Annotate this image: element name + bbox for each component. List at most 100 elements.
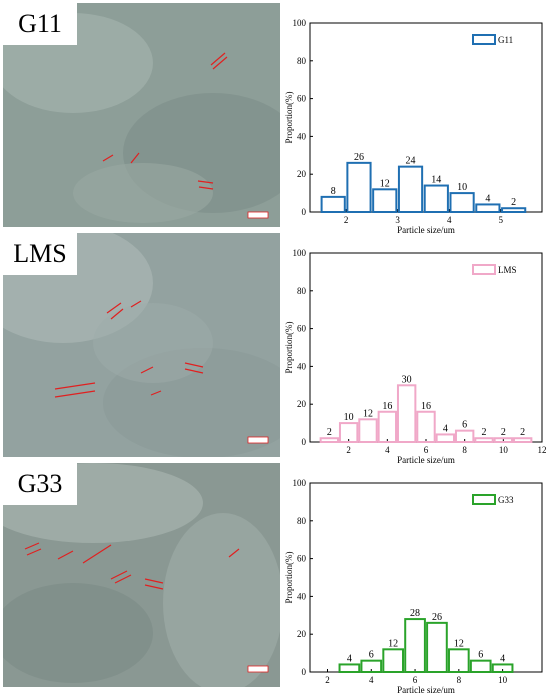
micrograph-image bbox=[3, 3, 280, 227]
bar bbox=[372, 188, 398, 214]
x-tick-label: 8 bbox=[457, 675, 462, 685]
panel-label: LMS bbox=[3, 233, 77, 275]
bar bbox=[447, 648, 470, 674]
micrograph-photo-lms: LMS bbox=[3, 233, 280, 457]
x-tick-label: 10 bbox=[499, 445, 509, 455]
legend-swatch bbox=[472, 264, 496, 275]
bar bbox=[338, 663, 361, 674]
y-tick-label: 60 bbox=[297, 94, 307, 104]
x-tick-label: 4 bbox=[447, 215, 452, 225]
y-axis-label: Proportion(%) bbox=[284, 322, 294, 374]
bar-value-label: 12 bbox=[363, 408, 373, 419]
bar-value-label: 6 bbox=[462, 420, 467, 431]
x-tick-label: 2 bbox=[325, 675, 330, 685]
y-tick-label: 60 bbox=[297, 554, 307, 564]
y-tick-label: 0 bbox=[302, 437, 307, 447]
x-tick-label: 10 bbox=[498, 675, 508, 685]
x-tick-label: 5 bbox=[499, 215, 504, 225]
bar bbox=[338, 422, 359, 444]
y-tick-label: 40 bbox=[297, 591, 307, 601]
panel-label: G33 bbox=[3, 463, 77, 505]
bar-value-label: 24 bbox=[406, 156, 416, 167]
bar-value-label: 12 bbox=[388, 638, 398, 649]
y-tick-label: 40 bbox=[297, 361, 307, 371]
bar-value-label: 8 bbox=[331, 186, 336, 197]
bar-value-label: 16 bbox=[421, 401, 431, 412]
y-axis-label: Proportion(%) bbox=[284, 552, 294, 604]
bar bbox=[346, 161, 372, 213]
x-tick-label: 8 bbox=[462, 445, 467, 455]
bar bbox=[377, 410, 398, 443]
particle-markers bbox=[24, 542, 240, 590]
bar bbox=[454, 429, 475, 444]
bar-value-label: 4 bbox=[443, 423, 448, 434]
bar-value-label: 2 bbox=[511, 197, 516, 208]
bar-value-label: 28 bbox=[410, 608, 420, 619]
x-tick-label: 2 bbox=[346, 445, 351, 455]
bar bbox=[501, 207, 527, 214]
scale-bar bbox=[247, 436, 269, 444]
y-tick-label: 20 bbox=[297, 169, 307, 179]
bar bbox=[435, 433, 456, 444]
y-tick-label: 80 bbox=[297, 286, 307, 296]
bar bbox=[416, 410, 436, 443]
bar-value-label: 10 bbox=[344, 412, 354, 423]
bar-value-label: 26 bbox=[354, 152, 364, 163]
micrograph-photo-g33: G33 bbox=[3, 463, 280, 687]
y-tick-label: 60 bbox=[297, 324, 307, 334]
x-tick-label: 4 bbox=[369, 675, 374, 685]
bar bbox=[426, 621, 448, 673]
y-tick-label: 80 bbox=[297, 516, 307, 526]
bar-value-label: 30 bbox=[402, 374, 412, 385]
x-tick-label: 4 bbox=[385, 445, 390, 455]
histogram-g33: 0 20 40 60 80 100 2 4 6 8 10 Particle size/um Propor… bbox=[282, 463, 550, 693]
bar-value-label: 14 bbox=[431, 175, 441, 186]
bar-value-label: 4 bbox=[347, 653, 352, 664]
bar bbox=[360, 659, 383, 674]
bar bbox=[475, 203, 501, 214]
bar-value-label: 12 bbox=[380, 178, 390, 189]
histogram-g11: 0 20 40 60 80 100 2 3 4 5 Particle size/um Proporti… bbox=[282, 3, 550, 235]
x-tick-label: 12 bbox=[538, 445, 547, 455]
legend-swatch bbox=[472, 34, 496, 45]
panel-label: G11 bbox=[3, 3, 77, 45]
bar-value-label: 12 bbox=[454, 638, 464, 649]
legend-label: LMS bbox=[498, 265, 517, 275]
histogram-svg: 0 20 40 60 80 100 2 4 6 8 10 Particle size/um Propor… bbox=[284, 478, 543, 693]
histogram-lms: 0 20 40 60 80 100 2 4 6 8 10 12 Particle size/um Prop… bbox=[282, 233, 550, 465]
micrograph-image bbox=[3, 463, 280, 687]
bar bbox=[512, 437, 533, 444]
histogram-svg: 0 20 40 60 80 100 2 4 6 8 10 12 Particle size/um Prop… bbox=[284, 248, 547, 465]
bar bbox=[319, 437, 340, 444]
y-tick-label: 20 bbox=[297, 629, 307, 639]
bar bbox=[493, 437, 514, 444]
particle-markers bbox=[54, 300, 204, 398]
y-tick-label: 0 bbox=[302, 667, 307, 677]
bar-value-label: 4 bbox=[500, 653, 505, 664]
x-axis-label: Particle size/um bbox=[397, 685, 455, 693]
x-tick-label: 6 bbox=[424, 445, 429, 455]
x-tick-label: 3 bbox=[395, 215, 400, 225]
bar-value-label: 2 bbox=[520, 427, 525, 438]
y-tick-label: 100 bbox=[293, 478, 307, 488]
bar bbox=[358, 418, 378, 444]
bar-value-label: 2 bbox=[501, 427, 506, 438]
particle-markers bbox=[102, 52, 228, 190]
bar bbox=[423, 184, 449, 213]
bar bbox=[469, 659, 492, 674]
bar bbox=[320, 195, 346, 214]
legend-label: G11 bbox=[498, 35, 513, 45]
y-tick-label: 100 bbox=[293, 248, 307, 258]
bar-value-label: 2 bbox=[327, 427, 332, 438]
bar bbox=[382, 648, 405, 674]
bar bbox=[474, 437, 494, 444]
bar-value-label: 6 bbox=[369, 650, 374, 661]
micrograph-photo-g11: G11 bbox=[3, 3, 280, 227]
scale-bar bbox=[247, 665, 269, 673]
bar bbox=[397, 165, 424, 213]
bar-value-label: 16 bbox=[382, 401, 392, 412]
plot-frame bbox=[309, 482, 543, 673]
legend-label: G33 bbox=[498, 495, 514, 505]
y-axis-label: Proportion(%) bbox=[284, 92, 294, 144]
x-tick-label: 6 bbox=[413, 675, 418, 685]
